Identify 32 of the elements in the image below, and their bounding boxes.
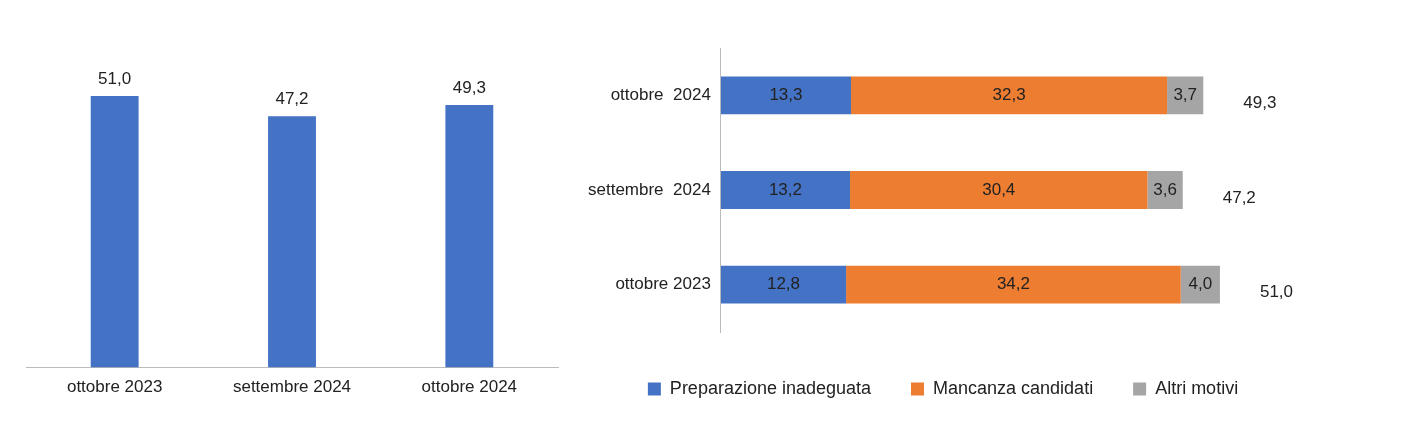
data-label: 34,2 — [996, 274, 1030, 294]
data-label: 3,6 — [1153, 179, 1177, 199]
bar — [1167, 76, 1204, 115]
bar — [851, 76, 1168, 115]
bar — [846, 265, 1181, 304]
data-label: 49,3 — [452, 78, 486, 98]
bar — [850, 171, 1148, 209]
data-label: 3,7 — [1173, 85, 1198, 105]
bar — [1180, 265, 1220, 304]
data-label: 12,8 — [766, 274, 801, 294]
bar — [720, 76, 851, 115]
x-tick-label: ottobre 2024 — [421, 377, 518, 397]
data-label: 30,4 — [982, 179, 1016, 199]
legend-label: Preparazione inadeguata — [669, 377, 873, 398]
data-label: 51,0 — [98, 69, 132, 89]
y-tick-label: ottobre 2023 — [615, 274, 711, 294]
data-label: 47,2 — [275, 89, 309, 109]
y-tick-label: settembre 2024 — [587, 179, 711, 199]
data-label: 32,3 — [992, 85, 1026, 105]
bar — [720, 171, 851, 209]
total-label: 47,2 — [1222, 187, 1256, 207]
x-tick-label: ottobre 2023 — [66, 377, 163, 397]
bar — [720, 265, 847, 304]
y-tick-label: ottobre 2024 — [610, 85, 711, 105]
data-label: 4,0 — [1188, 274, 1213, 294]
x-tick-label: settembre 2024 — [232, 377, 352, 397]
data-label: 13,3 — [769, 85, 803, 105]
data-label: 13,2 — [768, 179, 802, 199]
total-label: 51,0 — [1259, 282, 1294, 302]
total-label: 49,3 — [1243, 93, 1277, 113]
legend-label: Altri motivi — [1155, 377, 1239, 398]
legend-label: Mancanza candidati — [933, 377, 1094, 398]
